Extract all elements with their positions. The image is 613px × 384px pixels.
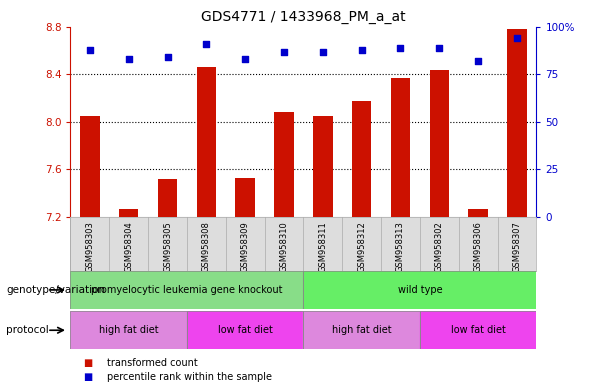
Text: high fat diet: high fat diet — [332, 325, 392, 335]
Bar — [70, 271, 303, 309]
Text: GSM958305: GSM958305 — [163, 221, 172, 272]
Bar — [391, 78, 410, 217]
Point — [279, 48, 289, 55]
Text: high fat diet: high fat diet — [99, 325, 159, 335]
Text: GSM958313: GSM958313 — [396, 221, 405, 272]
Text: GSM958310: GSM958310 — [280, 221, 289, 272]
Bar — [352, 101, 371, 217]
Point — [357, 46, 367, 53]
Bar — [235, 178, 255, 217]
Bar — [158, 179, 177, 217]
Bar — [313, 116, 333, 217]
Bar — [430, 70, 449, 217]
Text: GSM958306: GSM958306 — [474, 221, 482, 272]
Point — [202, 41, 211, 47]
Text: protocol: protocol — [6, 325, 49, 335]
Text: ■: ■ — [83, 372, 92, 382]
Text: percentile rank within the sample: percentile rank within the sample — [107, 372, 272, 382]
Point — [512, 35, 522, 41]
Text: GSM958309: GSM958309 — [241, 221, 249, 272]
Text: low fat diet: low fat diet — [451, 325, 506, 335]
Bar — [187, 311, 303, 349]
Bar — [119, 209, 139, 217]
Text: low fat diet: low fat diet — [218, 325, 273, 335]
Point — [395, 45, 405, 51]
Title: GDS4771 / 1433968_PM_a_at: GDS4771 / 1433968_PM_a_at — [201, 10, 406, 25]
Bar — [303, 271, 536, 309]
Bar — [187, 311, 303, 349]
Bar — [70, 311, 187, 349]
Point — [318, 48, 328, 55]
Text: promyelocytic leukemia gene knockout: promyelocytic leukemia gene knockout — [91, 285, 283, 295]
Bar — [80, 116, 99, 217]
Bar — [275, 113, 294, 217]
Bar — [468, 209, 488, 217]
Text: GSM958304: GSM958304 — [124, 221, 133, 272]
Bar — [70, 271, 303, 309]
Text: GSM958311: GSM958311 — [318, 221, 327, 272]
Text: genotype/variation: genotype/variation — [6, 285, 105, 295]
Bar — [70, 311, 187, 349]
Point — [162, 54, 172, 60]
Point — [473, 58, 483, 64]
Bar — [420, 311, 536, 349]
Text: GSM958302: GSM958302 — [435, 221, 444, 272]
Text: ■: ■ — [83, 358, 92, 368]
Bar — [507, 29, 527, 217]
Point — [240, 56, 250, 62]
Point — [124, 56, 134, 62]
Bar — [197, 67, 216, 217]
Text: wild type: wild type — [398, 285, 442, 295]
Bar — [303, 271, 536, 309]
Text: GSM958307: GSM958307 — [512, 221, 522, 272]
Text: GSM958303: GSM958303 — [85, 221, 94, 272]
Text: GSM958308: GSM958308 — [202, 221, 211, 272]
Bar — [303, 311, 420, 349]
Point — [85, 46, 95, 53]
Text: transformed count: transformed count — [107, 358, 198, 368]
Bar — [420, 311, 536, 349]
Point — [435, 45, 444, 51]
Bar — [303, 311, 420, 349]
Text: GSM958312: GSM958312 — [357, 221, 366, 272]
